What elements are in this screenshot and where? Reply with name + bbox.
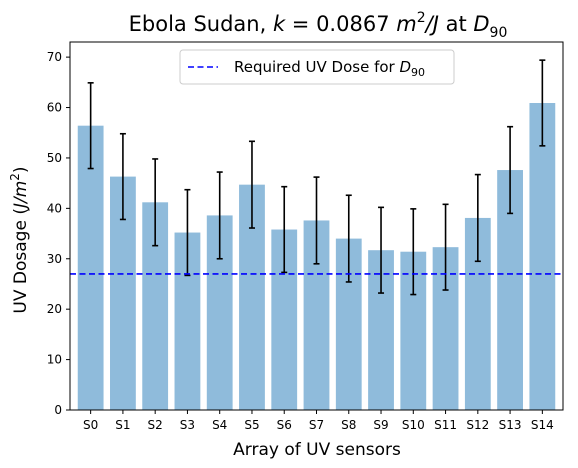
x-tick-label: S5 (244, 418, 259, 432)
errorbar-S7 (313, 176, 320, 265)
x-tick-label: S9 (373, 418, 388, 432)
errorbar-S9 (378, 206, 385, 294)
errorbar-S14 (539, 59, 546, 147)
y-tick-label: 60 (47, 101, 62, 115)
x-tick-label: S14 (531, 418, 554, 432)
x-tick-label: S10 (402, 418, 425, 432)
errorbar-S10 (410, 208, 417, 296)
errorbar-S3 (184, 188, 191, 277)
bars-group (77, 102, 556, 411)
x-tick-label: S0 (83, 418, 98, 432)
x-tick-label: S11 (434, 418, 457, 432)
y-tick-label: 30 (47, 252, 62, 266)
errorbar-S2 (152, 158, 159, 247)
x-tick-label: S6 (277, 418, 292, 432)
legend-box (179, 49, 455, 85)
errorbar-S11 (442, 203, 449, 291)
y-tick-label: 20 (47, 302, 62, 316)
errorbars-group (87, 59, 546, 296)
errorbar-S5 (248, 140, 255, 229)
x-axis-label: Array of UV sensors (233, 440, 401, 460)
bar-S0 (77, 125, 104, 410)
x-tick-label: S2 (148, 418, 163, 432)
x-tick-label: S12 (466, 418, 489, 432)
errorbar-S6 (281, 185, 288, 274)
legend-label: Required UV Dose for D90 (234, 58, 425, 79)
legend: Required UV Dose for D90 (179, 49, 455, 85)
errorbar-S0 (87, 82, 94, 170)
x-tick-label: S1 (115, 418, 130, 432)
bar-S14 (529, 102, 556, 411)
errorbar-S4 (216, 171, 223, 260)
errorbar-S8 (345, 194, 352, 283)
y-tick-label: 40 (47, 201, 62, 215)
y-tick-label: 50 (47, 151, 62, 165)
errorbar-S1 (119, 132, 126, 221)
x-tick-label: S3 (180, 418, 195, 432)
x-ticks-group: S0 S1 S2 S3 S4 S5 S6 S7 S8 S9 S10 S11 S12 S13 S14 (83, 410, 554, 432)
x-tick-label: S4 (212, 418, 227, 432)
y-tick-label: 10 (47, 353, 62, 367)
errorbar-S12 (474, 173, 481, 263)
x-tick-label: S7 (309, 418, 324, 432)
errorbar-S13 (507, 125, 514, 215)
y-ticks-group: 0 10 20 30 40 50 60 70 (47, 50, 70, 417)
x-tick-label: S8 (341, 418, 356, 432)
y-axis-label: UV Dosage (J/m2) (8, 166, 31, 313)
y-tick-label: 70 (47, 50, 62, 64)
chart-title: Ebola Sudan, k = 0.0867 m2/J at D90 (129, 10, 508, 41)
x-tick-label: S13 (499, 418, 522, 432)
y-tick-label: 0 (54, 403, 62, 417)
